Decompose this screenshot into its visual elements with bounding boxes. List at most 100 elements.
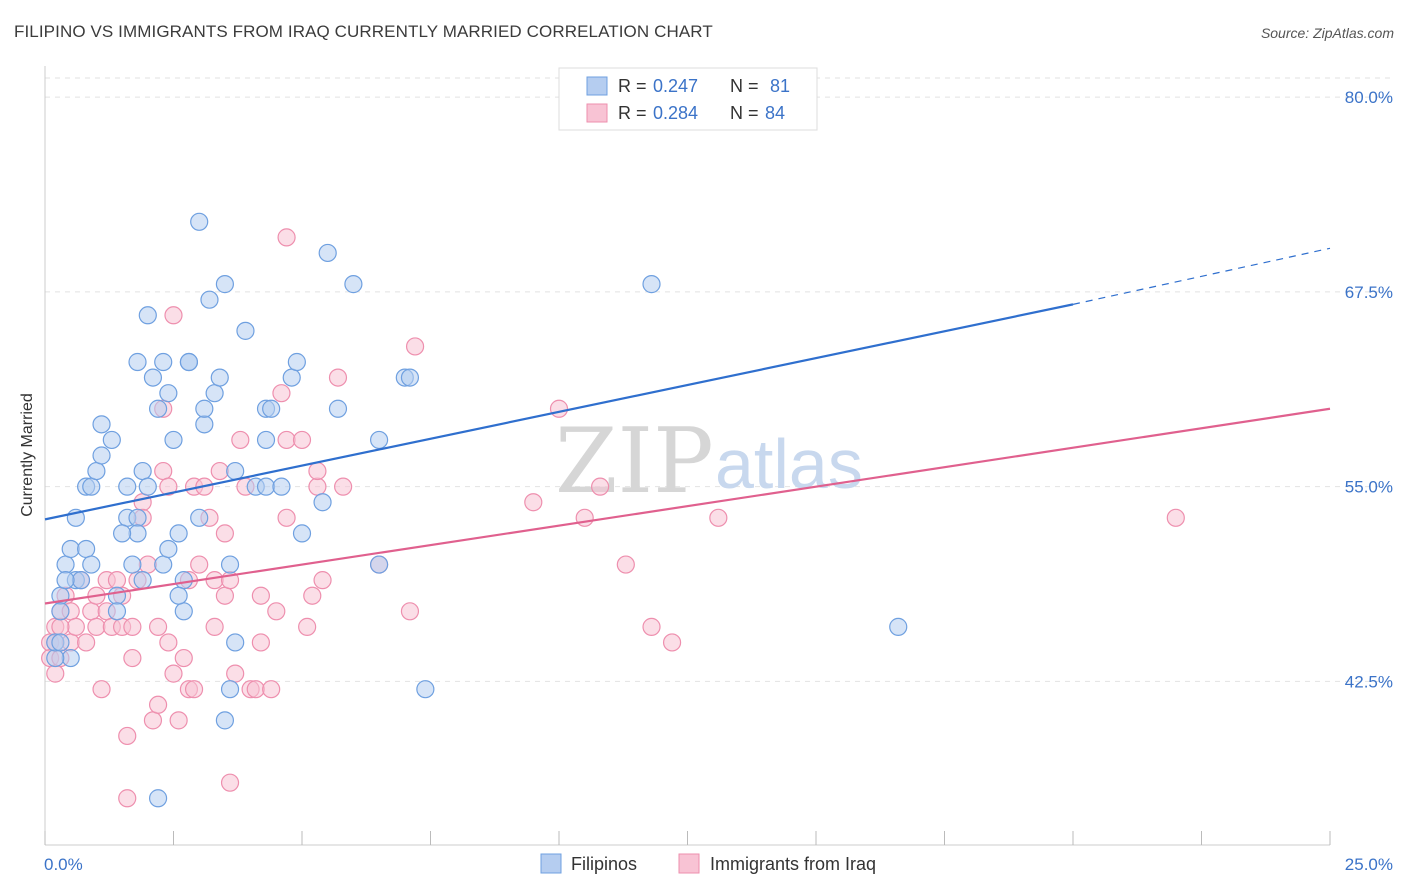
point-filipinos (138, 477, 157, 496)
point-filipinos (226, 633, 245, 652)
point-iraq (277, 508, 296, 527)
point-iraq (143, 711, 163, 730)
point-iraq (205, 617, 224, 636)
point-iraq (662, 633, 682, 652)
point-filipinos (370, 430, 389, 450)
watermark: ZIP atlas (555, 409, 863, 514)
correlation-legend: R = 0.247 N = 81 R = 0.284 N = 84 (558, 67, 818, 131)
point-filipinos (154, 555, 173, 574)
point-iraq (123, 617, 142, 636)
point-iraq (92, 680, 111, 699)
point-filipinos (272, 477, 291, 496)
point-iraq (164, 664, 183, 683)
point-filipinos (220, 680, 240, 699)
watermark-zip: ZIP (555, 409, 714, 514)
point-filipinos (292, 524, 312, 543)
point-iraq (1166, 508, 1185, 527)
point-iraq (328, 368, 348, 387)
point-iraq (51, 617, 70, 636)
point-filipinos (56, 555, 75, 574)
point-filipinos (102, 430, 121, 450)
point-filipinos (56, 571, 75, 590)
point-filipinos (77, 539, 96, 559)
point-filipinos (370, 555, 389, 574)
point-filipinos (133, 571, 152, 590)
point-iraq (123, 648, 142, 668)
point-iraq (277, 228, 296, 247)
point-filipinos (71, 571, 91, 590)
point-filipinos (123, 555, 142, 574)
point-filipinos (328, 399, 348, 418)
point-filipinos (215, 711, 234, 730)
point-filipinos (159, 384, 178, 403)
bottom-legend-swatch-iraq (678, 853, 700, 874)
point-iraq (164, 306, 183, 325)
point-filipinos (205, 384, 224, 403)
y-tick-labels: 42.5% 55.0% 67.5% 80.0% (1345, 88, 1393, 691)
point-iraq (220, 773, 240, 792)
point-filipinos (92, 446, 111, 465)
point-iraq (405, 337, 425, 356)
trend-line-filipinos (44, 303, 1074, 521)
series-legend: Filipinos Immigrants from Iraq (540, 853, 876, 874)
trend-line-filipinos-extension (1072, 247, 1331, 305)
point-filipinos (148, 399, 168, 418)
point-filipinos (179, 352, 199, 372)
point-iraq (133, 493, 152, 512)
bottom-legend-iraq: Immigrants from Iraq (710, 854, 876, 874)
axes (44, 66, 1331, 846)
point-iraq (210, 461, 229, 481)
point-filipinos (215, 275, 234, 294)
point-iraq (277, 430, 296, 450)
point-filipinos (174, 571, 193, 590)
point-iraq (174, 648, 193, 668)
point-filipinos (190, 508, 209, 527)
point-filipinos (282, 368, 301, 387)
legend-swatch-iraq (586, 103, 608, 123)
point-iraq (190, 555, 209, 574)
x-tick-label: 0.0% (44, 855, 83, 874)
point-iraq (267, 602, 286, 621)
point-filipinos (61, 648, 80, 668)
point-iraq (524, 493, 543, 512)
point-iraq (298, 617, 317, 636)
legend-r-label: R = (618, 103, 647, 123)
point-filipinos (262, 399, 281, 418)
legend-n-value-iraq: 84 (765, 103, 785, 123)
point-filipinos (344, 275, 363, 294)
point-iraq (400, 602, 420, 621)
grid (45, 77, 1393, 682)
point-filipinos (118, 477, 137, 496)
point-filipinos (210, 368, 229, 387)
point-iraq (262, 680, 281, 699)
point-filipinos (889, 617, 908, 636)
point-filipinos (133, 461, 152, 481)
point-filipinos (642, 275, 661, 294)
point-filipinos (154, 352, 173, 372)
point-filipinos (169, 524, 188, 543)
point-filipinos (128, 352, 147, 372)
point-iraq (138, 555, 157, 574)
point-filipinos (400, 368, 420, 387)
point-iraq (205, 571, 224, 590)
point-filipinos (107, 586, 127, 605)
point-iraq (591, 477, 610, 496)
point-iraq (77, 633, 96, 652)
point-iraq (334, 477, 353, 496)
point-iraq (251, 633, 270, 652)
point-iraq (308, 461, 327, 481)
point-iraq (118, 789, 137, 808)
legend-n-value-filipinos: 81 (770, 76, 790, 96)
point-iraq (246, 680, 265, 699)
point-filipinos (138, 306, 157, 325)
point-filipinos (318, 243, 337, 263)
source-label: Source: ZipAtlas.com (1260, 25, 1394, 41)
point-iraq (215, 524, 234, 543)
point-filipinos (236, 321, 255, 340)
point-iraq (575, 508, 594, 527)
legend-n-label: N = (730, 76, 759, 96)
point-filipinos (416, 680, 435, 699)
bottom-legend-swatch-filipinos (540, 853, 562, 874)
point-iraq (231, 430, 250, 450)
